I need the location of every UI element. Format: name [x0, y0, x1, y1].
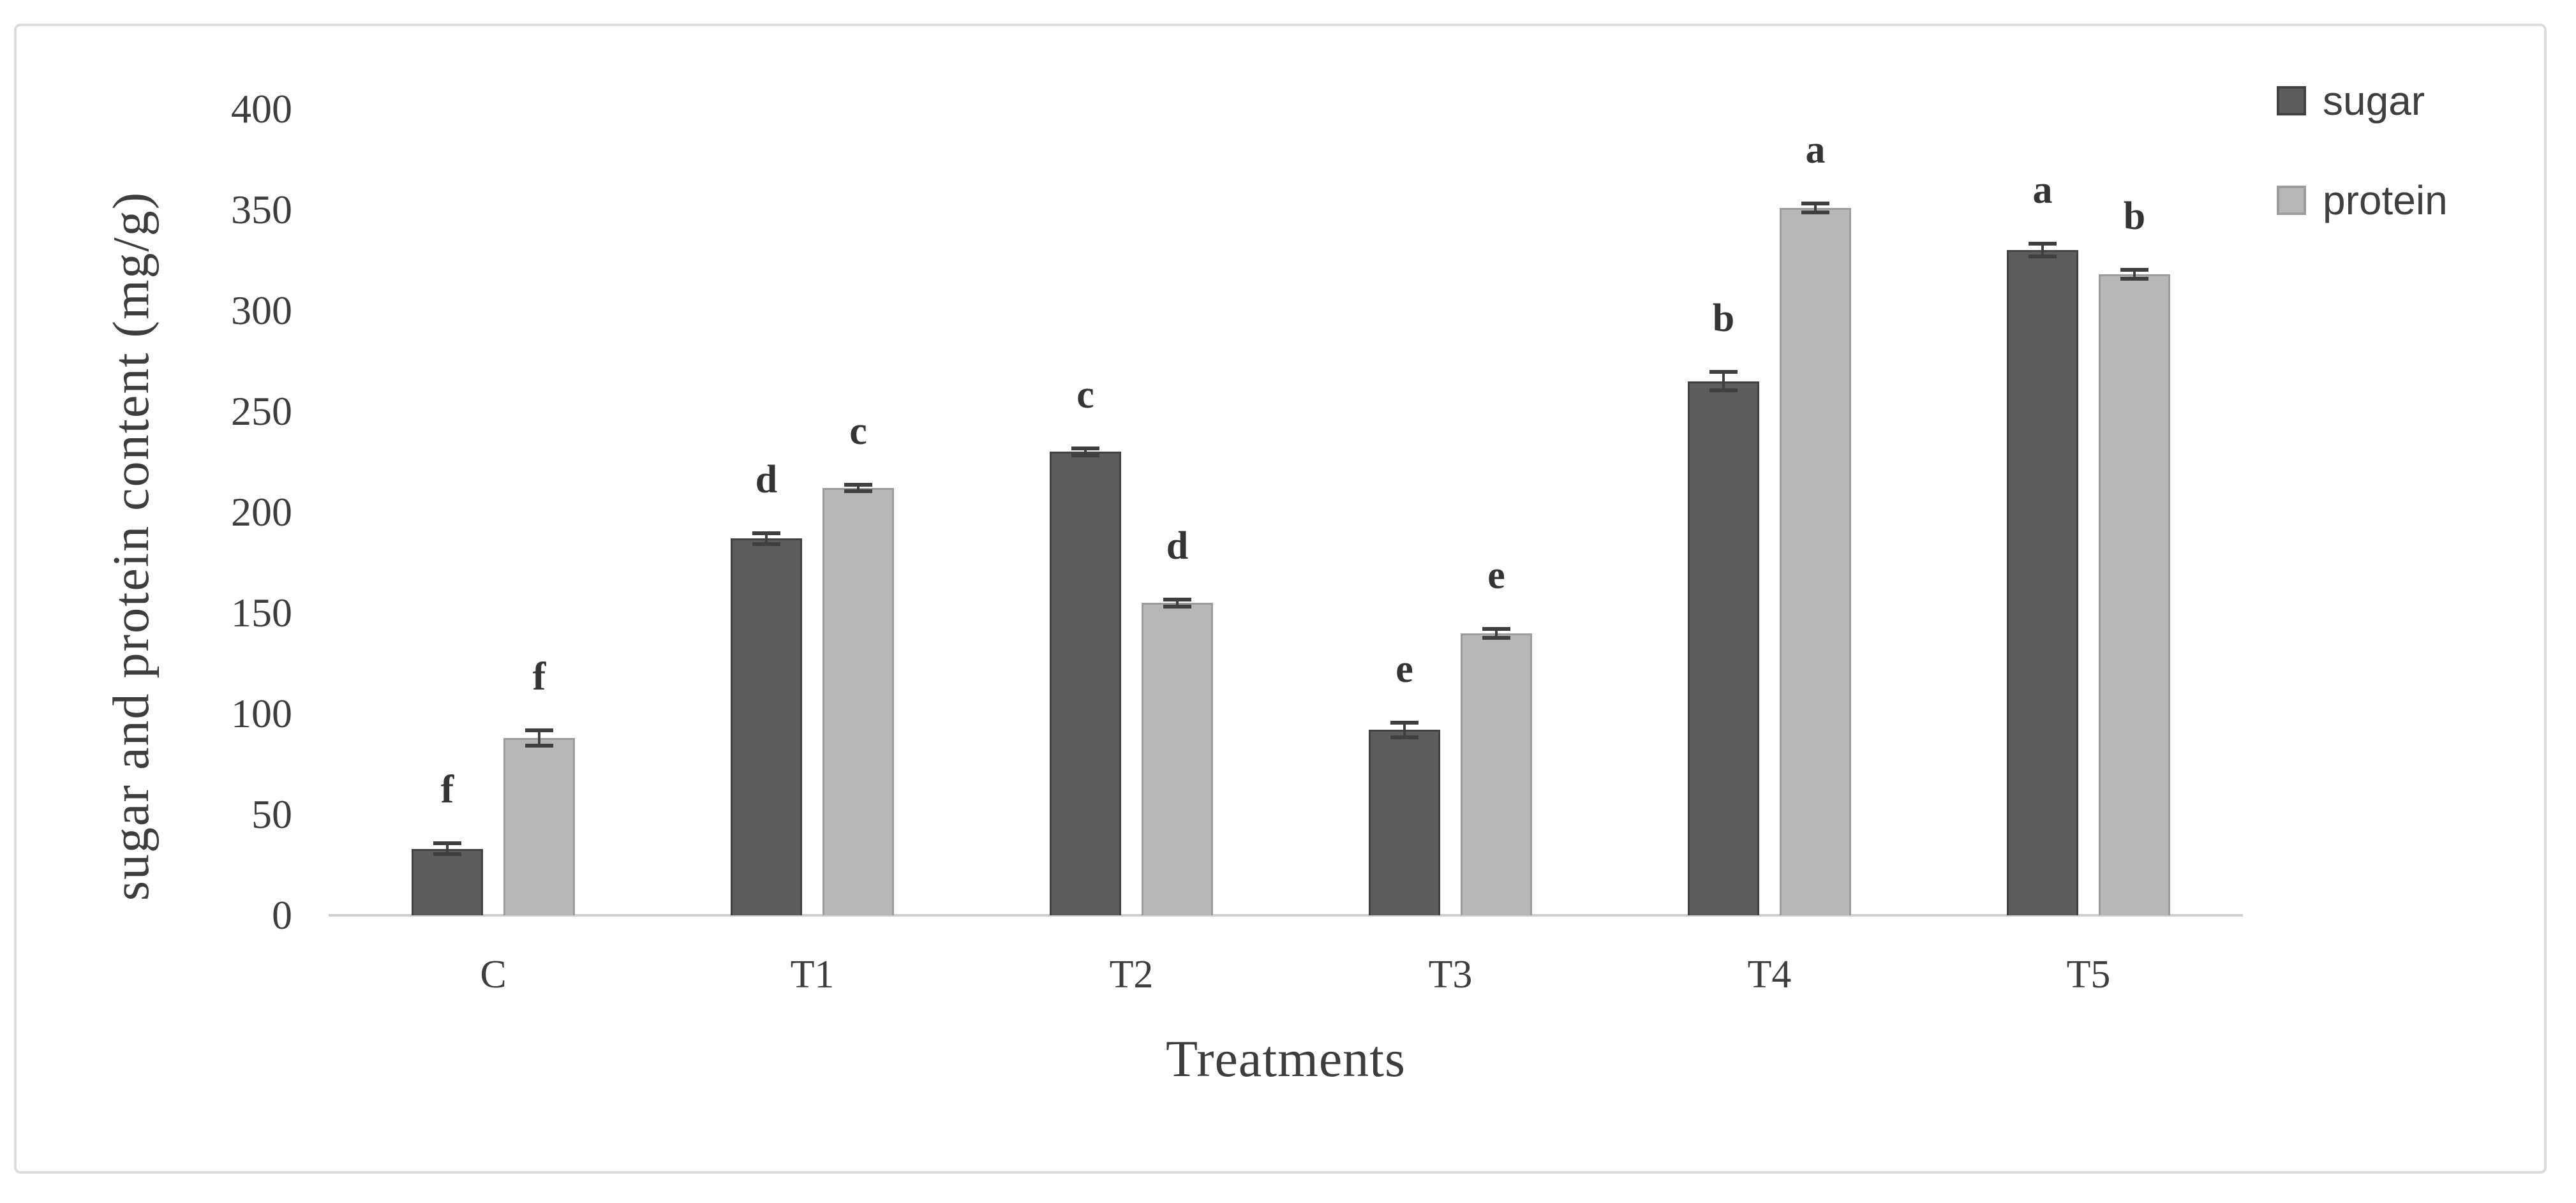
legend-label-sugar: sugar [2323, 78, 2425, 124]
legend-swatch-protein-icon [2277, 186, 2306, 215]
error-bar-line [857, 483, 860, 492]
error-bar-cap-bottom [525, 743, 553, 748]
legend-label-protein: protein [2323, 177, 2448, 223]
error-bar-cap-bottom [1482, 635, 1510, 640]
bar-protein-T4 [1780, 207, 1851, 915]
bar-protein-T1 [823, 488, 894, 915]
error-bar-cap-top [1390, 720, 1418, 725]
error-bar-cap-top [844, 482, 872, 487]
x-category-label-T4: T4 [1747, 953, 1792, 996]
significance-letter-sugar-T1: d [755, 457, 778, 501]
x-category-label-T1: T1 [790, 953, 835, 996]
x-axis-title: Treatments [1166, 1030, 1406, 1088]
significance-letter-sugar-T4: b [1712, 296, 1735, 340]
y-tick-label: 0 [272, 892, 292, 938]
x-category-label-T5: T5 [2066, 953, 2111, 996]
error-bar-line [2041, 243, 2044, 258]
bar-protein-T3 [1461, 633, 1532, 915]
bar-sugar-T5 [2007, 250, 2078, 915]
significance-letter-sugar-T3: e [1396, 647, 1413, 691]
error-bar-cap-bottom [1071, 453, 1099, 457]
significance-letter-protein-T3: e [1487, 553, 1505, 597]
significance-letter-protein-T5: b [2123, 195, 2146, 239]
significance-letter-protein-T1: c [849, 409, 867, 453]
error-bar-cap-bottom [2029, 255, 2057, 259]
error-bar-cap-top [752, 531, 780, 535]
error-bar-line [1722, 371, 1725, 392]
y-tick-label: 250 [231, 388, 292, 434]
legend-swatch-sugar-icon [2277, 86, 2306, 115]
y-tick-label: 400 [231, 86, 292, 131]
error-bar-cap-bottom [1801, 210, 1829, 214]
error-bar-line [1403, 721, 1406, 738]
error-bar-cap-bottom [752, 542, 780, 546]
error-bar-cap-bottom [1163, 604, 1191, 609]
error-bar-cap-top [525, 728, 553, 733]
bar-sugar-T3 [1369, 730, 1440, 915]
error-bar-cap-top [1709, 369, 1738, 374]
legend-item-protein: protein [2277, 165, 2448, 235]
x-axis-line [329, 914, 2243, 917]
error-bar-line [538, 730, 540, 746]
error-bar-cap-top [2029, 242, 2057, 246]
error-bar-cap-top [1163, 597, 1191, 602]
error-bar-line [1495, 628, 1498, 638]
error-bar-cap-top [1071, 446, 1099, 450]
significance-letter-protein-C: f [532, 655, 546, 699]
legend-item-sugar: sugar [2277, 66, 2448, 136]
error-bar-line [446, 843, 449, 855]
error-bar-line [765, 532, 768, 545]
chart-frame: sugar and protein content (mg/g) 0 50 100 1… [14, 24, 2547, 1174]
y-tick-label: 200 [231, 489, 292, 535]
error-bar-cap-top [2120, 268, 2148, 272]
error-bar-cap-bottom [844, 489, 872, 494]
significance-letter-sugar-T2: c [1076, 373, 1094, 417]
bar-protein-T5 [2099, 274, 2170, 915]
bar-sugar-C [412, 848, 483, 915]
bar-sugar-T4 [1688, 381, 1759, 915]
y-tick-label: 350 [231, 187, 292, 232]
error-bar-cap-top [1482, 626, 1510, 631]
y-tick-label: 100 [231, 691, 292, 736]
error-bar-cap-bottom [433, 852, 461, 857]
error-bar-line [1084, 447, 1087, 456]
significance-letter-protein-T2: d [1166, 524, 1189, 568]
y-tick-label: 300 [231, 288, 292, 333]
y-tick-label: 50 [251, 792, 292, 837]
error-bar-cap-bottom [2120, 277, 2148, 281]
error-bar-line [2133, 269, 2136, 280]
error-bar-cap-top [1801, 201, 1829, 205]
error-bar-line [1814, 202, 1817, 213]
chart-legend: sugar protein [2277, 66, 2448, 265]
error-bar-cap-top [433, 841, 461, 846]
bar-sugar-T1 [731, 538, 802, 915]
significance-letter-sugar-C: f [440, 768, 454, 812]
error-bar-cap-bottom [1390, 735, 1418, 739]
significance-letter-protein-T4: a [1805, 128, 1826, 172]
x-category-label-T3: T3 [1428, 953, 1473, 996]
significance-letter-sugar-T5: a [2032, 168, 2053, 212]
x-category-label-C: C [480, 953, 507, 996]
y-tick-label: 150 [231, 590, 292, 635]
error-bar-cap-bottom [1709, 388, 1738, 393]
x-category-label-T2: T2 [1109, 953, 1154, 996]
error-bar-line [1176, 598, 1179, 607]
bar-protein-T2 [1142, 603, 1213, 915]
bar-protein-C [503, 737, 575, 915]
bar-sugar-T2 [1050, 452, 1121, 915]
